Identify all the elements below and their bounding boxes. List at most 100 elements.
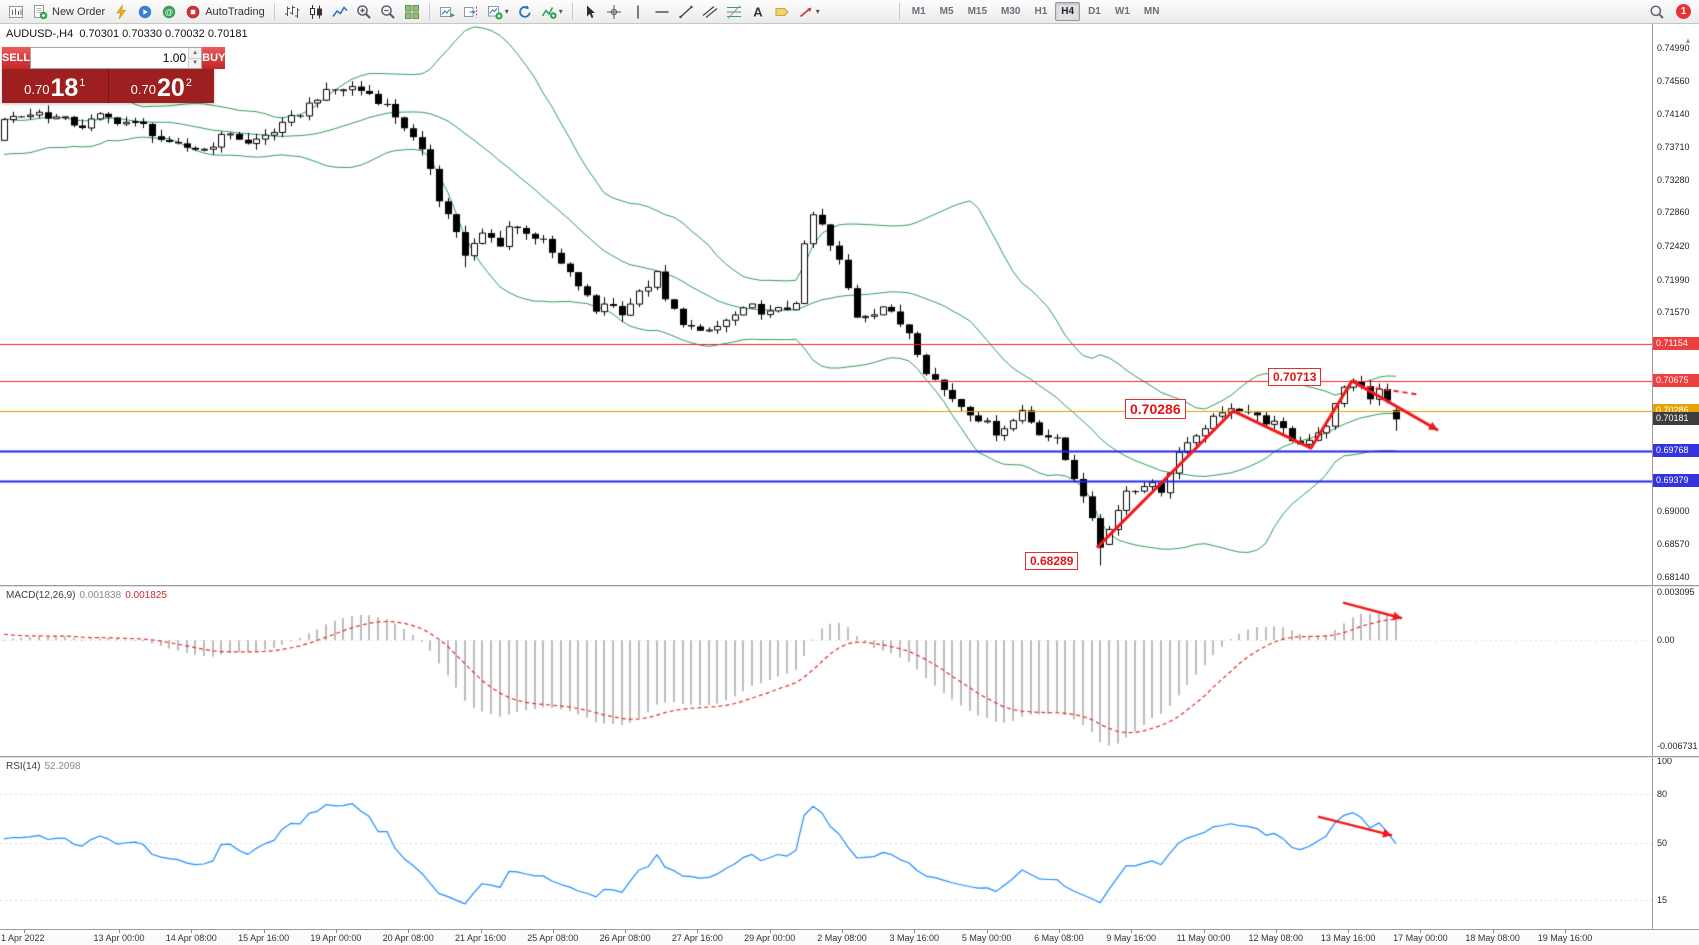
sell-price-base: 0.70 — [24, 82, 50, 97]
zoom-out-button[interactable] — [377, 2, 399, 22]
cursor-tool-icon — [582, 4, 598, 20]
sell-button[interactable]: SELL — [2, 47, 31, 69]
crosshair-tool-button[interactable] — [603, 2, 625, 22]
time-axis-tick — [336, 930, 337, 933]
symbol-search-button[interactable] — [1646, 2, 1668, 22]
main-chart-canvas[interactable] — [0, 24, 1652, 585]
line-chart-mode-button[interactable] — [329, 2, 351, 22]
candlestick-mode-icon — [308, 4, 324, 20]
autotrading-button[interactable]: AutoTrading — [182, 2, 268, 22]
price-axis-label: 0.71570 — [1657, 307, 1690, 318]
auto-scroll-button[interactable] — [436, 2, 458, 22]
price-axis-border — [1652, 24, 1653, 929]
macd-rsi-splitter[interactable] — [0, 756, 1699, 758]
bar-chart-mode-icon — [284, 4, 300, 20]
macd-axis-label: 0.003095 — [1657, 586, 1695, 597]
time-axis-tick — [1059, 930, 1060, 933]
timeframe-m1-button[interactable]: M1 — [911, 6, 926, 17]
timeframe-w1-button[interactable]: W1 — [1114, 6, 1130, 17]
rsi-title: RSI(14) — [6, 761, 41, 772]
timeframe-m30-button[interactable]: M30 — [1001, 6, 1021, 17]
new-chart-icon — [8, 4, 24, 20]
macd-main-value: 0.001838 — [79, 590, 122, 601]
time-axis-tick — [1565, 930, 1566, 933]
lot-decrease-button[interactable] — [189, 58, 202, 68]
vertical-line-tool-button[interactable] — [627, 2, 649, 22]
buy-price-display[interactable]: 0.70 20 2 — [107, 69, 214, 103]
timeframe-m5-button[interactable]: M5 — [939, 6, 954, 17]
time-axis-tick — [697, 930, 698, 933]
buy-price-base: 0.70 — [130, 82, 156, 97]
timeframe-mn-button[interactable]: MN — [1143, 6, 1160, 17]
label-tool-button[interactable] — [771, 2, 793, 22]
time-axis-label: 11 May 00:00 — [1176, 933, 1231, 943]
rsi-panel-canvas[interactable] — [0, 758, 1652, 929]
macd-panel-canvas[interactable] — [0, 587, 1652, 756]
price-axis-label: 0.72420 — [1657, 241, 1690, 252]
tile-windows-button[interactable] — [401, 2, 423, 22]
shapes-tool-button[interactable]: ▾ — [795, 2, 823, 22]
time-axis-label: 12 May 08:00 — [1248, 933, 1304, 943]
timeframe-h1-button[interactable]: H1 — [1034, 6, 1048, 17]
rsi-axis-label: 80 — [1657, 788, 1668, 799]
zoom-in-button[interactable] — [353, 2, 375, 22]
notifications-badge[interactable]: 1 — [1676, 4, 1691, 19]
refresh-button[interactable] — [514, 2, 536, 22]
time-axis-label: 13 Apr 00:00 — [93, 933, 145, 943]
timeframe-m15-button[interactable]: M15 — [967, 6, 988, 17]
trendline-tool-button[interactable] — [675, 2, 697, 22]
zoom-in-icon — [356, 4, 372, 20]
time-axis-tick — [191, 930, 192, 933]
crosshair-tool-icon — [606, 4, 622, 20]
dropdown-arrow-icon: ▾ — [815, 7, 820, 16]
time-axis-tick — [553, 930, 554, 933]
candlestick-mode-button[interactable] — [305, 2, 327, 22]
fibonacci-tool-icon — [726, 4, 742, 20]
metaeditor-button[interactable] — [110, 2, 132, 22]
horizontal-line-tool-button[interactable] — [651, 2, 673, 22]
text-tool-button[interactable]: A — [747, 2, 769, 22]
new-order-button[interactable]: New Order — [29, 2, 108, 22]
text-tool-icon: A — [750, 4, 766, 20]
time-axis-label: 21 Apr 16:00 — [454, 933, 507, 943]
timeframe-h4-button[interactable]: H4 — [1055, 2, 1081, 21]
time-axis[interactable]: 1 Apr 2022 13 Apr 00:00 14 Apr 08:00 15 Apr… — [0, 929, 1699, 945]
channel-tool-icon — [702, 4, 718, 20]
toolbar-separator — [428, 3, 430, 20]
price-axis-label: 0.73280 — [1657, 175, 1690, 186]
price-axis-label: 0.74140 — [1657, 108, 1690, 119]
timeframe-d1-button[interactable]: D1 — [1088, 6, 1101, 17]
price-annotation-label[interactable]: 0.70713 — [1268, 368, 1322, 387]
lot-size-input[interactable] — [31, 48, 189, 68]
channel-tool-button[interactable] — [699, 2, 721, 22]
time-axis-label: 19 Apr 00:00 — [310, 933, 362, 943]
price-axis-label: 0.74560 — [1657, 76, 1690, 87]
add-chart-button[interactable]: ▾ — [484, 2, 512, 22]
lot-increase-button[interactable] — [189, 48, 202, 59]
buy-button[interactable]: BUY — [202, 47, 226, 69]
chart-shift-icon — [463, 4, 479, 20]
community-button[interactable]: @ — [158, 2, 180, 22]
macd-title: MACD(12,26,9) — [6, 590, 76, 601]
bar-chart-mode-button[interactable] — [281, 2, 303, 22]
time-axis-tick — [625, 930, 626, 933]
fibonacci-tool-button[interactable] — [723, 2, 745, 22]
time-axis-tick — [1420, 930, 1421, 933]
time-axis-tick — [408, 930, 409, 933]
time-axis-tick — [264, 930, 265, 933]
add-chart-icon — [487, 4, 503, 20]
cursor-tool-button[interactable] — [579, 2, 601, 22]
new-chart-button[interactable] — [5, 2, 27, 22]
chart-shift-button[interactable] — [460, 2, 482, 22]
time-axis-label: 29 Apr 00:00 — [744, 933, 796, 943]
price-annotation-label[interactable]: 0.70286 — [1125, 399, 1186, 420]
price-axis-label: 0.72860 — [1657, 207, 1690, 218]
sell-price-display[interactable]: 0.70 18 1 — [2, 69, 108, 103]
sell-price-pips: 18 — [50, 74, 79, 102]
signals-button[interactable] — [134, 2, 156, 22]
indicators-list-button[interactable]: ▾ — [538, 2, 566, 22]
new-order-icon — [32, 4, 48, 20]
chart-macd-splitter[interactable] — [0, 585, 1699, 587]
price-annotation-label[interactable]: 0.68289 — [1025, 552, 1079, 571]
